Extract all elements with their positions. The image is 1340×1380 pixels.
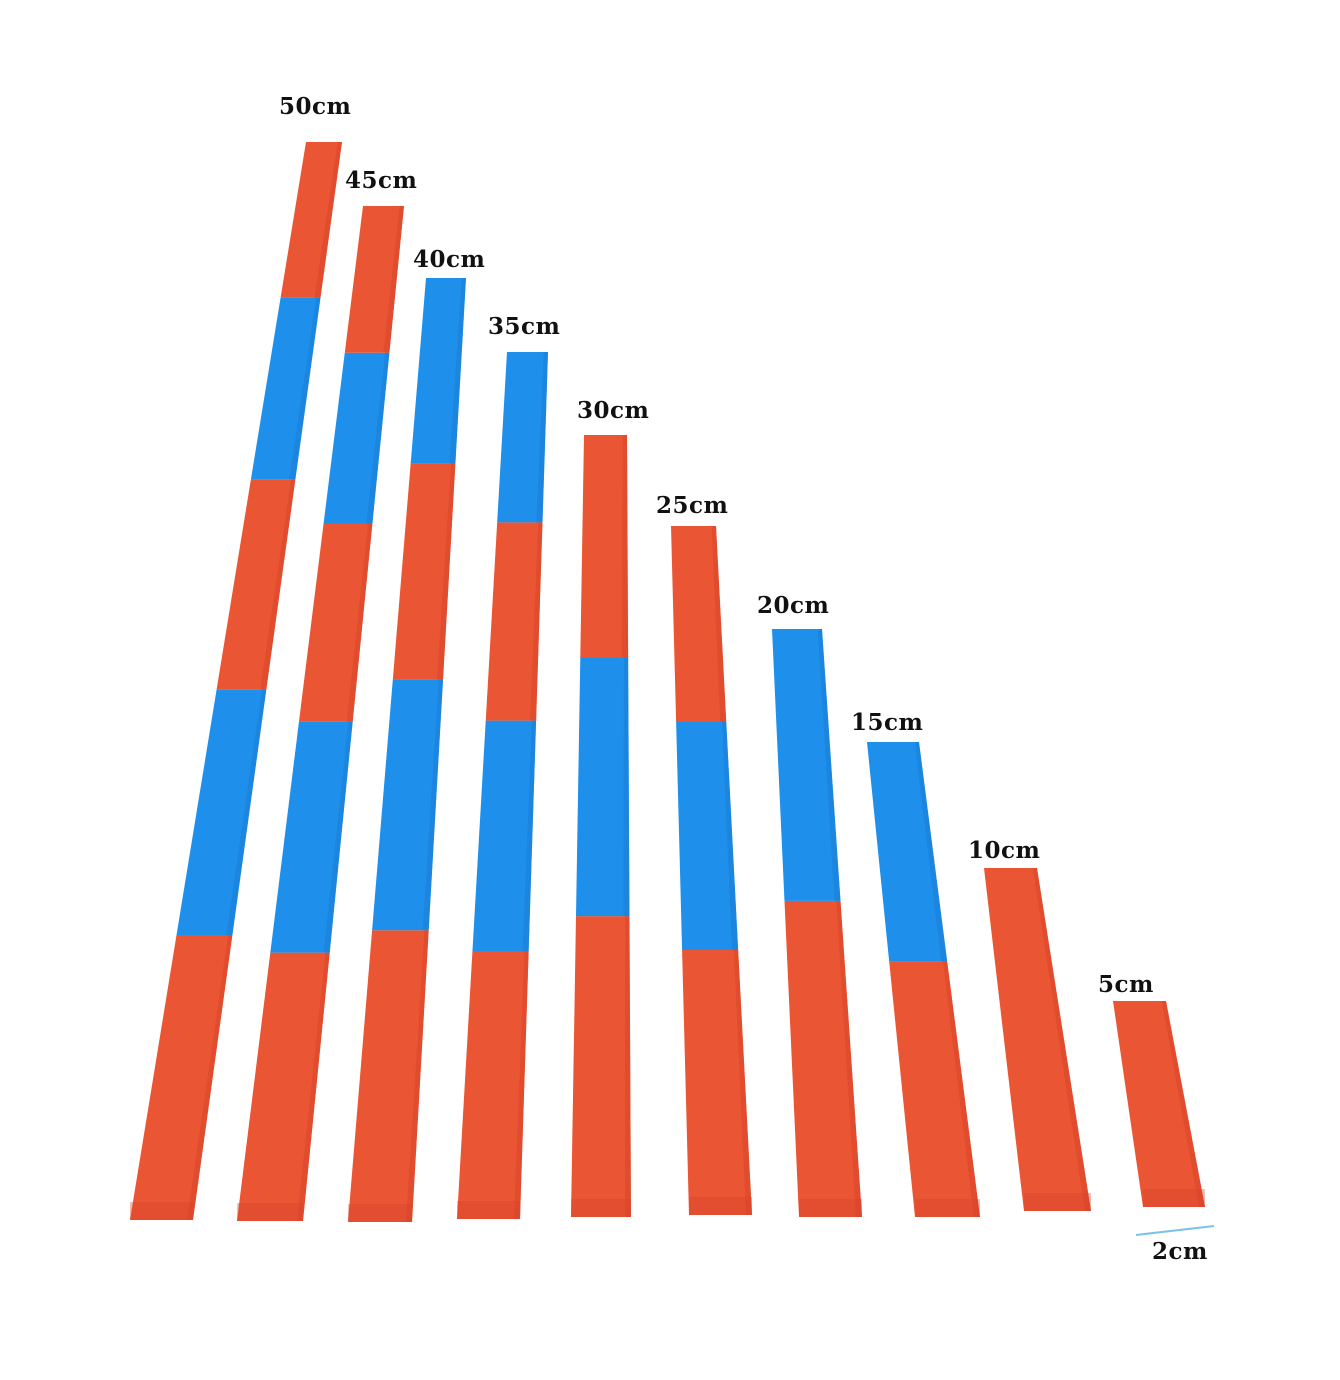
rod-label-40cm: 40cm	[413, 246, 485, 273]
segment-side-shade	[530, 522, 543, 721]
segment-side-shade	[449, 278, 466, 464]
rod-label-35cm: 35cm	[488, 313, 560, 340]
rod-label-10cm: 10cm	[968, 837, 1040, 864]
segment-side-shade	[1032, 868, 1091, 1211]
segment-side-shade	[226, 689, 267, 936]
segment-side-shade	[914, 742, 948, 962]
segment-side-shade	[289, 297, 321, 480]
rod-end-face	[689, 1197, 752, 1215]
blue-segment	[250, 297, 321, 480]
rod-end-face	[915, 1199, 980, 1217]
rod-label-50cm: 50cm	[279, 93, 351, 120]
rod-25cm	[671, 526, 752, 1215]
segment-side-shade	[536, 352, 548, 523]
red-segment	[1113, 1001, 1205, 1207]
segment-side-shade	[1161, 1001, 1205, 1207]
red-segment	[580, 435, 629, 658]
segment-side-shade	[943, 961, 980, 1217]
width-marker-label: 2cm	[1152, 1238, 1208, 1265]
rod-end-face	[1024, 1193, 1091, 1211]
rod-end-face	[571, 1199, 631, 1217]
red-segment	[984, 868, 1091, 1211]
rod-40cm	[348, 278, 466, 1222]
segment-side-shade	[383, 206, 404, 353]
red-segment	[889, 961, 980, 1217]
labels-group: 50cm 45cm 40cm 35cm 30cm 25cm 20cm 15cm 10cm 5cm	[279, 93, 1154, 998]
segment-side-shade	[323, 721, 353, 953]
segment-side-shade	[623, 657, 630, 917]
blue-segment	[176, 689, 267, 936]
rod-label-45cm: 45cm	[345, 167, 417, 194]
blue-segment	[372, 679, 444, 931]
rods-group	[130, 142, 1205, 1222]
red-segment	[392, 463, 456, 680]
red-segment	[130, 935, 233, 1220]
segment-side-shade	[437, 463, 456, 680]
rod-label-5cm: 5cm	[1098, 971, 1154, 998]
blue-segment	[867, 742, 948, 962]
blue-segment	[410, 278, 466, 464]
rod-end-face	[348, 1204, 412, 1222]
segment-side-shade	[314, 142, 342, 298]
rod-45cm	[237, 206, 404, 1221]
segment-side-shade	[522, 720, 537, 952]
blue-segment	[676, 722, 739, 950]
segment-side-shade	[817, 629, 841, 901]
width-marker-line	[1135, 1225, 1215, 1236]
blue-segment	[472, 720, 537, 952]
red-segment	[682, 949, 752, 1215]
rod-20cm	[772, 629, 862, 1217]
rod-50cm	[130, 142, 342, 1220]
red-segment	[348, 930, 429, 1222]
red-segment	[457, 951, 529, 1219]
rod-label-20cm: 20cm	[757, 592, 829, 619]
rod-35cm	[457, 352, 548, 1219]
red-segment	[671, 526, 727, 723]
rod-end-face	[1143, 1189, 1205, 1207]
red-segment	[216, 479, 296, 690]
rod-10cm	[984, 868, 1091, 1211]
rod-end-face	[457, 1201, 520, 1219]
segment-side-shade	[260, 479, 296, 690]
blue-segment	[497, 352, 548, 523]
rod-5cm	[1113, 1001, 1205, 1207]
rod-end-face	[237, 1203, 303, 1221]
segment-side-shade	[187, 935, 233, 1220]
segment-side-shade	[366, 352, 390, 524]
red-segment	[280, 142, 342, 298]
red-segment	[571, 916, 631, 1217]
segment-side-shade	[422, 679, 444, 931]
rod-end-face	[130, 1202, 193, 1220]
rod-end-face	[799, 1199, 862, 1217]
segment-side-shade	[836, 900, 862, 1217]
segment-side-shade	[346, 523, 373, 722]
rod-label-25cm: 25cm	[656, 492, 728, 519]
segment-side-shade	[514, 951, 529, 1219]
segment-side-shade	[733, 949, 752, 1215]
rod-15cm	[867, 742, 980, 1217]
segment-side-shade	[625, 916, 631, 1217]
rod-30cm	[571, 435, 631, 1217]
segment-side-shade	[711, 526, 727, 723]
red-segment	[485, 522, 543, 721]
rod-label-30cm: 30cm	[577, 397, 649, 424]
segment-side-shade	[297, 952, 330, 1221]
segment-side-shade	[406, 930, 429, 1222]
rod-label-15cm: 15cm	[851, 709, 923, 736]
segment-side-shade	[722, 722, 739, 950]
width-marker-group: 2cm	[1135, 1225, 1215, 1265]
blue-segment	[576, 657, 630, 917]
segment-side-shade	[622, 435, 629, 658]
